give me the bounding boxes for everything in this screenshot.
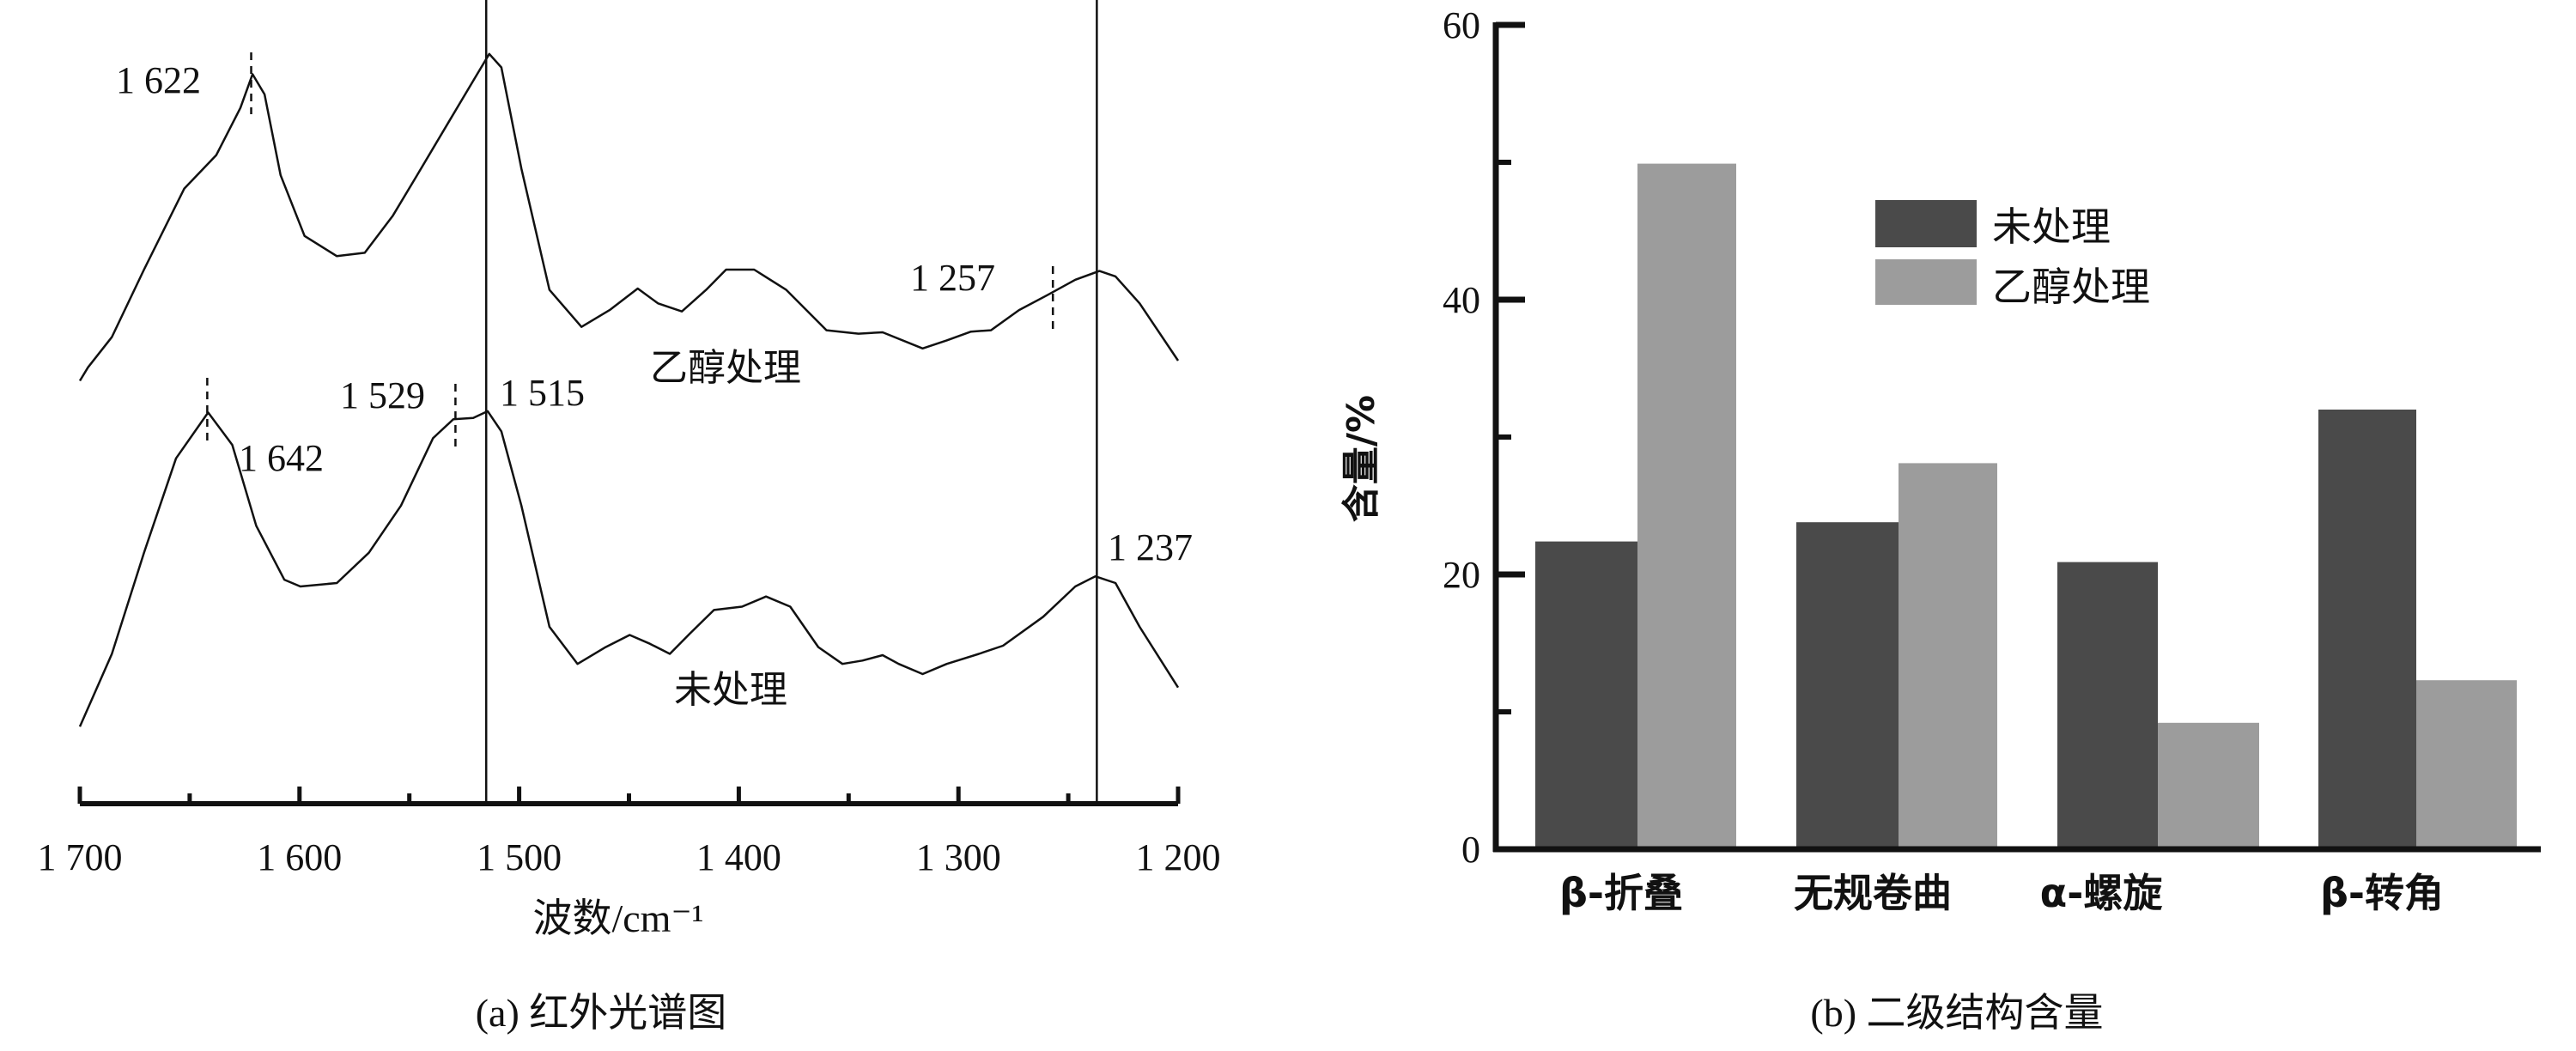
x-category-label: 无规卷曲 (1794, 870, 1952, 916)
bar-ethanol (1899, 463, 1997, 849)
peak-label-1257: 1 257 (910, 257, 995, 299)
y-tick-label: 40 (1443, 279, 1480, 321)
legend-label-ethanol: 乙醇处理 (1992, 264, 2150, 310)
peak-label-1529: 1 529 (340, 374, 425, 416)
caption-b: (b) 二级结构含量 (1810, 991, 2103, 1035)
legend-swatch-ethanol (1875, 259, 1977, 305)
peak-label-1642: 1 642 (239, 437, 324, 479)
ir-marks: 1 700 1 600 1 500 1 400 1 300 1 200 (38, 0, 1221, 878)
bar-untreated (1796, 522, 1899, 849)
y-axis-label: 含量/% (1340, 395, 1383, 522)
peak-label-1515: 1 515 (500, 372, 585, 414)
x-tick-label: 1 500 (477, 836, 562, 878)
x-tick-label: 1 300 (916, 836, 1001, 878)
bar-untreated (2318, 410, 2416, 849)
ethanol-spectrum-line (78, 52, 1180, 382)
x-category-label: α-螺旋 (2040, 870, 2163, 916)
legend-swatch-untreated (1875, 200, 1977, 247)
legend-label-untreated: 未处理 (1992, 204, 2111, 250)
ir-spectrum-chart: 1 700 1 600 1 500 1 400 1 300 1 200 1 622 1 5… (38, 0, 1221, 1035)
x-tick-label: 1 700 (38, 836, 123, 878)
y-tick-label: 20 (1443, 554, 1480, 596)
bar-untreated (2057, 562, 2158, 849)
x-tick-label: 1 400 (696, 836, 781, 878)
bar-marks: 0 20 40 60 β-折叠 无规卷曲 α-螺旋 β-转角 (1443, 4, 2541, 916)
peak-label-1237: 1 237 (1108, 526, 1193, 568)
bar-ethanol (2416, 680, 2517, 849)
x-tick-label: 1 600 (257, 836, 342, 878)
bar-ethanol (1637, 163, 1736, 850)
untreated-spectrum-line (78, 410, 1180, 727)
peak-label-1622: 1 622 (116, 59, 201, 101)
bar-ethanol (2158, 722, 2259, 849)
x-category-label: β-转角 (2320, 870, 2444, 916)
y-tick-label: 60 (1443, 4, 1480, 46)
series-label-ethanol: 乙醇处理 (650, 346, 801, 390)
x-category-label: β-折叠 (1559, 870, 1683, 916)
caption-a: (a) 红外光谱图 (476, 991, 727, 1035)
secondary-structure-bar-chart: 0 20 40 60 β-折叠 无规卷曲 α-螺旋 β-转角 未处理 乙醇处理 含量/% (b… (1340, 4, 2541, 1035)
x-axis-label: 波数/cm⁻¹ (532, 896, 703, 940)
series-label-untreated: 未处理 (674, 668, 787, 712)
x-tick-label: 1 200 (1136, 836, 1221, 878)
bar-untreated (1535, 541, 1637, 849)
y-tick-label: 0 (1461, 829, 1480, 871)
